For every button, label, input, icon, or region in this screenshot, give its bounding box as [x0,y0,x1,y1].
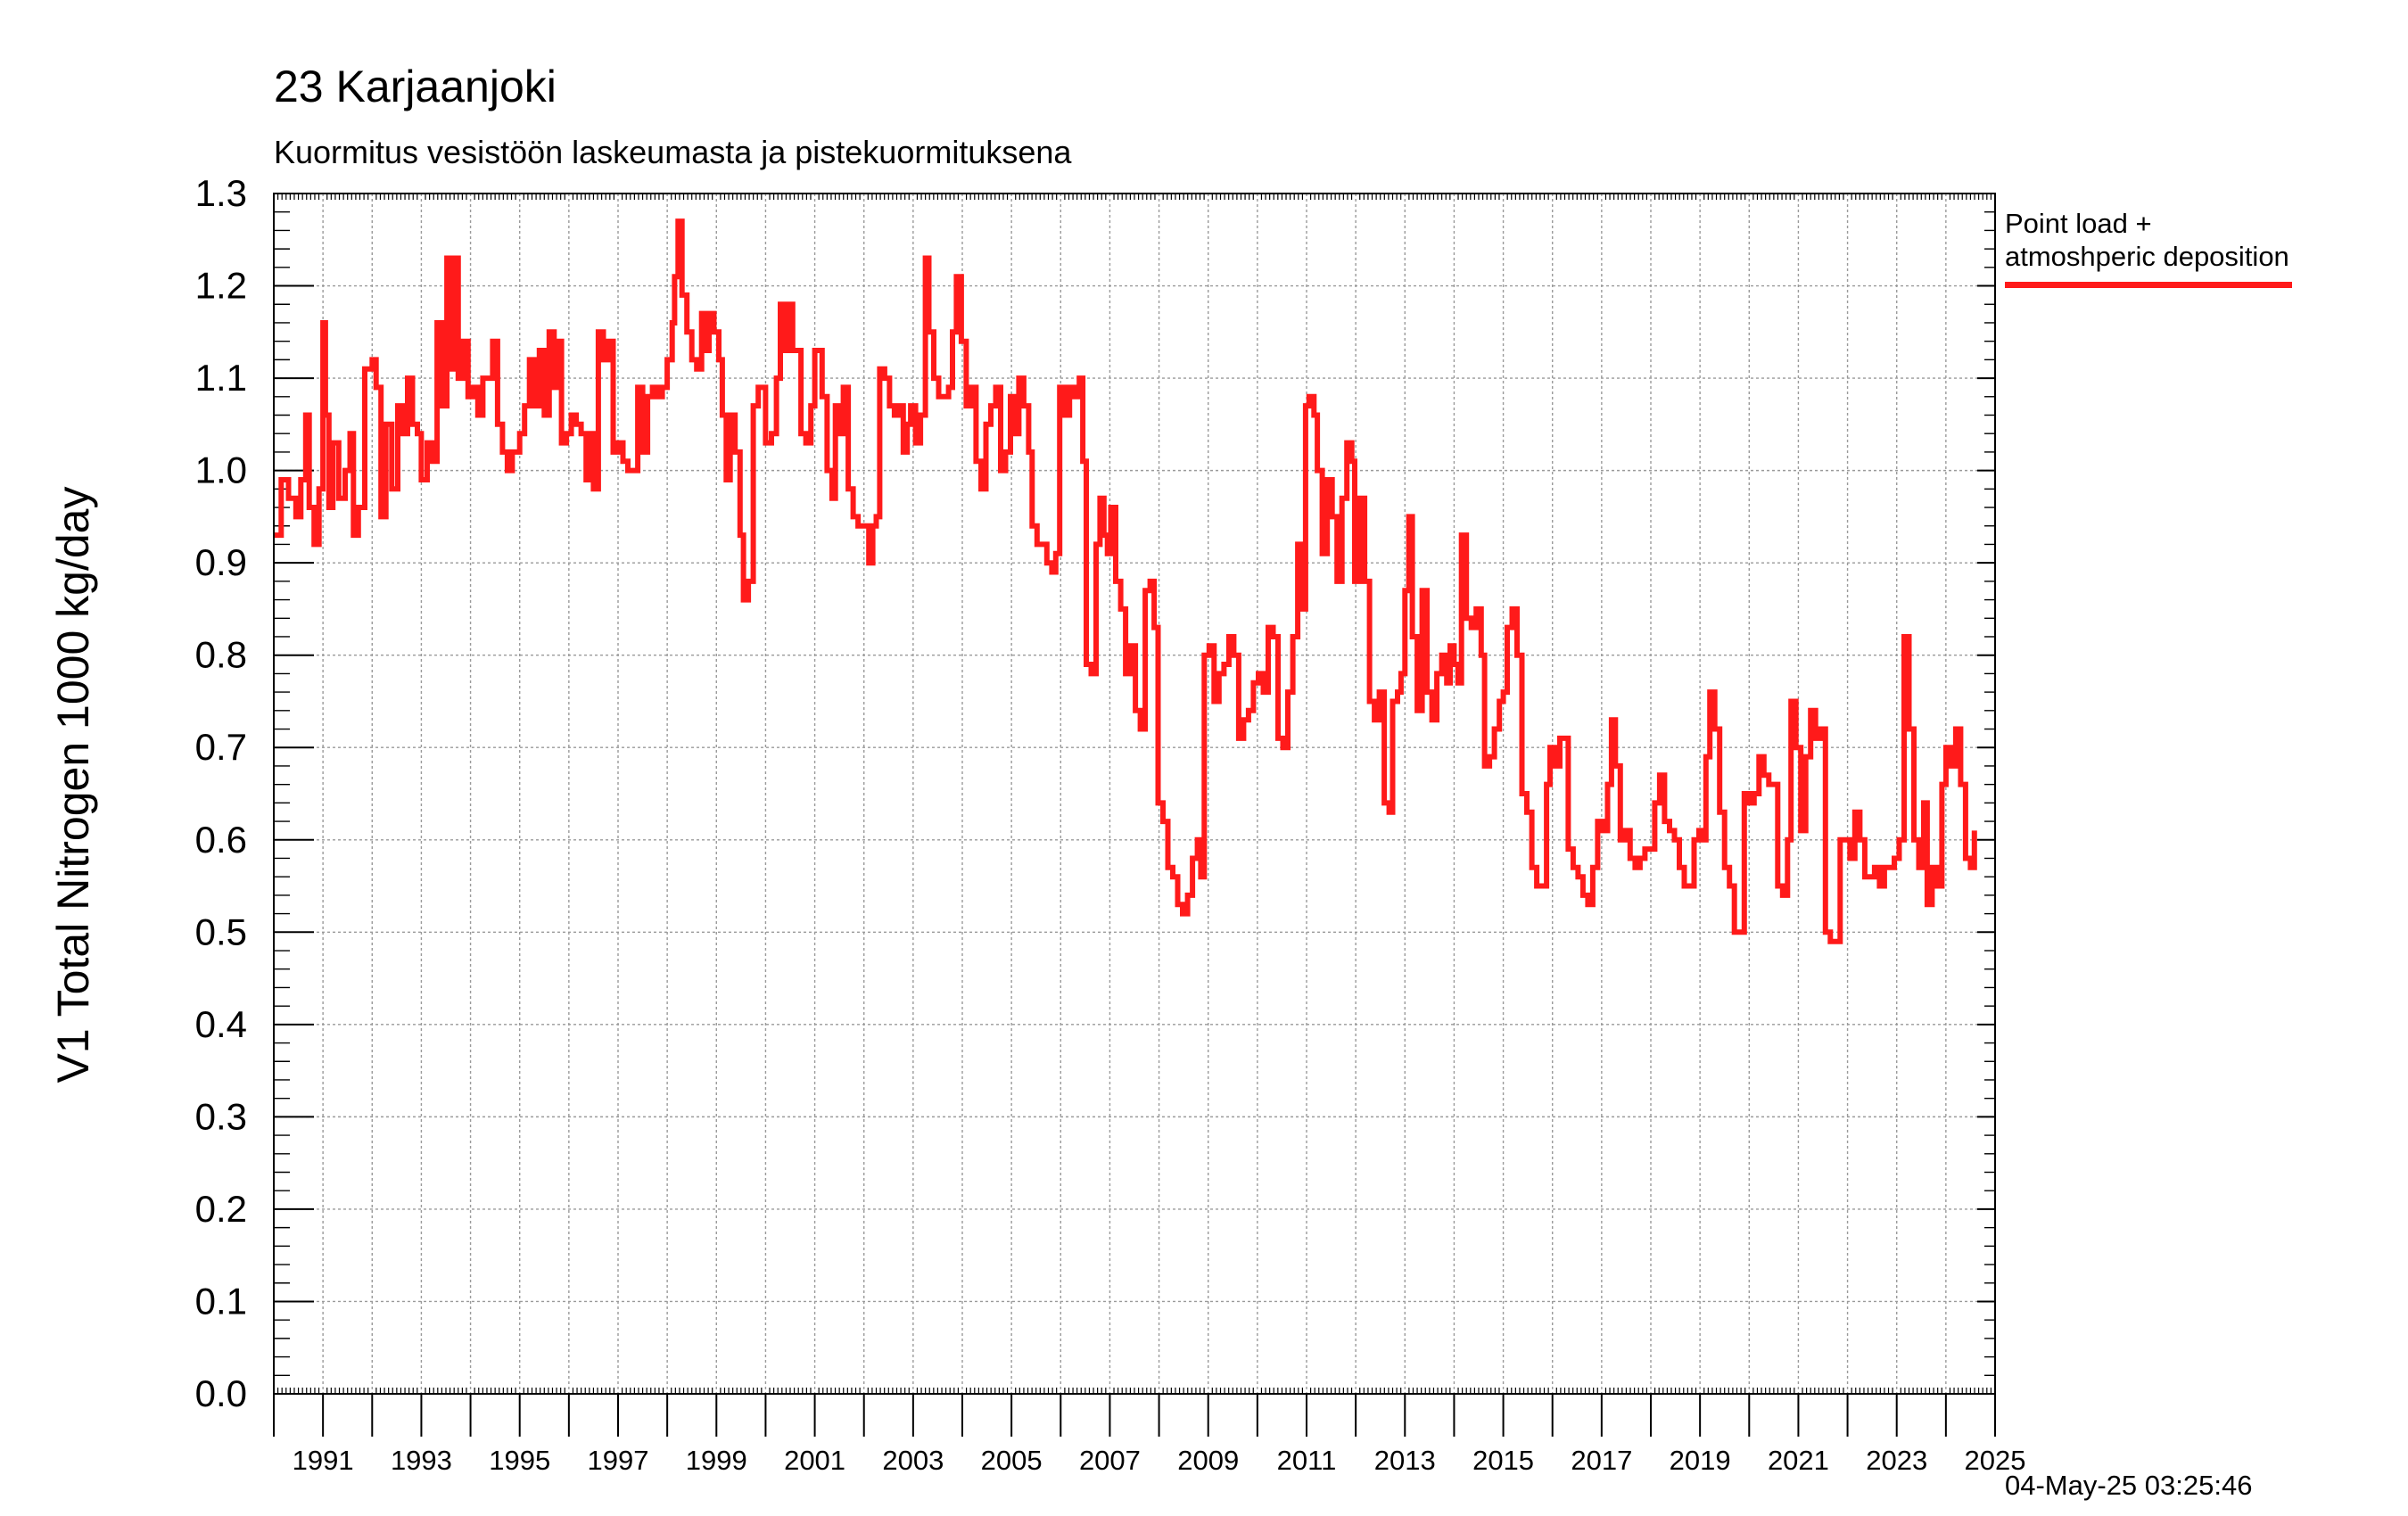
x-tick-label: 2025 [1965,1445,2026,1476]
x-tick-label: 2011 [1277,1445,1337,1476]
x-tick-label: 2013 [1374,1445,1436,1476]
y-tick-label: 0.6 [195,819,247,861]
x-tick-label: 1995 [489,1445,550,1476]
y-tick-label: 1.3 [195,172,247,214]
vertical-gridlines [322,194,1947,1394]
y-tick-label: 1.2 [195,265,247,307]
plot-frame [273,193,1996,1395]
y-tick-label: 0.5 [195,910,247,952]
x-tick-label: 2005 [981,1445,1043,1476]
y-tick-label: 0.4 [195,1003,247,1045]
x-tick-label: 1997 [588,1445,649,1476]
x-tick-label: 2015 [1472,1445,1534,1476]
x-tick-label: 2009 [1177,1445,1239,1476]
legend-swatch [2005,282,2292,288]
x-tick-label: 2023 [1866,1445,1927,1476]
horizontal-gridlines [274,284,1995,1303]
chart-title: 23 Karjaanjoki [274,62,557,111]
y-tick-label: 0.7 [195,726,247,768]
legend: Point load + atmoshperic deposition [2005,207,2344,288]
y-tick-label: 0.2 [195,1188,247,1230]
y-tick-label: 0.1 [195,1280,247,1322]
y-tick-label: 0.8 [195,634,247,676]
y-tick-label: 1.0 [195,449,247,491]
series-layer [274,218,1977,944]
x-tick-label: 2001 [784,1445,845,1476]
x-tick-label: 2003 [882,1445,944,1476]
x-tick-label: 2007 [1079,1445,1141,1476]
x-tick-label: 1991 [293,1445,354,1476]
y-tick-label: 1.1 [195,357,247,399]
timestamp: 04-May-25 03:25:46 [2005,1470,2253,1501]
chart-subtitle: Kuormitus vesistöön laskeumasta ja piste… [274,134,1072,170]
legend-label: Point load + atmoshperic deposition [2005,208,2289,272]
x-tick-label: 1993 [391,1445,452,1476]
x-tick-labels: 1991 1993 1995 1997 1999 2001 2003 2005 2007 2009… [293,1445,2026,1476]
y-tick-label: 0.0 [195,1372,247,1414]
x-tick-label: 2021 [1768,1445,1829,1476]
x-tick-label: 2019 [1670,1445,1731,1476]
y-tick-labels: 0.0 0.1 0.2 0.3 0.4 0.5 0.6 0.7 0.8 0.9 1.0 1.1 1.2 1… [195,172,247,1414]
axis-ticks [273,193,1996,1437]
y-tick-label: 0.3 [195,1095,247,1137]
x-tick-label: 2017 [1571,1445,1632,1476]
series-line-0 [274,218,1977,944]
x-tick-label: 1999 [686,1445,747,1476]
y-tick-label: 0.9 [195,541,247,583]
y-axis-label: V1 Total Nitrogen 1000 kg/day [48,486,98,1083]
